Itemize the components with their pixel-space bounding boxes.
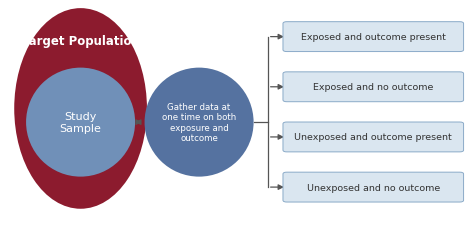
Text: Unexposed and outcome present: Unexposed and outcome present: [294, 133, 452, 142]
FancyBboxPatch shape: [283, 23, 464, 52]
FancyBboxPatch shape: [283, 73, 464, 102]
Text: Exposed and no outcome: Exposed and no outcome: [313, 83, 433, 92]
Text: Target Population: Target Population: [22, 34, 139, 47]
Text: Study
Sample: Study Sample: [60, 112, 101, 133]
FancyBboxPatch shape: [283, 173, 464, 202]
Text: Unexposed and no outcome: Unexposed and no outcome: [307, 183, 440, 192]
Ellipse shape: [145, 68, 254, 177]
Text: Gather data at
one time on both
exposure and
outcome: Gather data at one time on both exposure…: [162, 103, 236, 143]
Text: Exposed and outcome present: Exposed and outcome present: [301, 33, 446, 42]
Ellipse shape: [14, 9, 147, 209]
Ellipse shape: [26, 68, 135, 177]
FancyBboxPatch shape: [283, 123, 464, 152]
